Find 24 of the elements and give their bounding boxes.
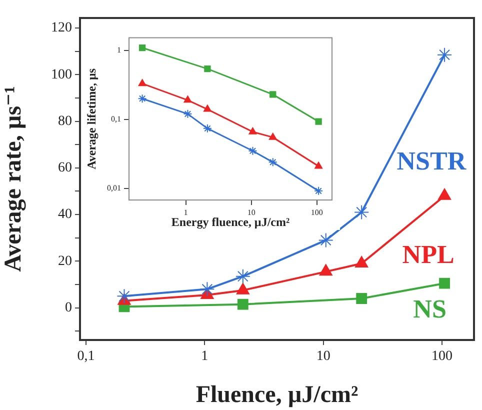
series-label: NSTR bbox=[396, 146, 466, 176]
y-tick-label: 0,1 bbox=[111, 114, 121, 124]
y-tick-label: 0 bbox=[65, 300, 72, 316]
y-tick-label: 100 bbox=[51, 67, 72, 82]
x-tick-label: 1 bbox=[184, 208, 188, 217]
y-tick-label: 0,01 bbox=[107, 184, 121, 193]
x-tick-label: 10 bbox=[316, 349, 330, 364]
y-tick-label: 120 bbox=[51, 20, 72, 36]
x-tick-label: 100 bbox=[310, 208, 323, 217]
x-tick-label: 10 bbox=[247, 208, 256, 217]
y-tick-label: 60 bbox=[58, 160, 72, 176]
x-tick-label: 1 bbox=[201, 349, 208, 364]
y-tick-label: 40 bbox=[58, 207, 72, 222]
series-label: NPL bbox=[402, 240, 454, 269]
y-axis-title: Average rate, µs⁻¹ bbox=[0, 86, 27, 272]
x-axis-title: Fluence, µJ/cm² bbox=[196, 382, 358, 408]
x-tick-label: 0,1 bbox=[77, 349, 95, 364]
y-tick-label: 80 bbox=[58, 114, 72, 129]
x-tick-label: 100 bbox=[432, 349, 453, 364]
x-axis-title: Energy fluence, µJ/cm² bbox=[171, 214, 290, 229]
y-tick-label: 1 bbox=[117, 45, 121, 54]
y-tick-label: 20 bbox=[58, 254, 72, 269]
y-axis-title: Average lifetime, µs bbox=[84, 68, 98, 170]
series-label: NS bbox=[413, 294, 446, 324]
